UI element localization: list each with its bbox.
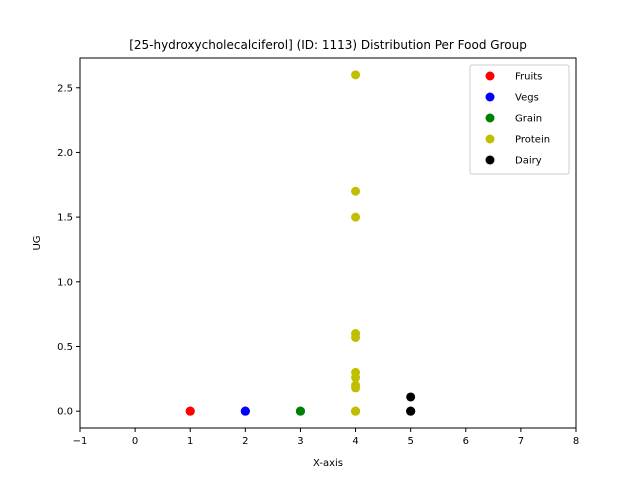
legend-marker-fruits [485,71,495,81]
chart-title: [25-hydroxycholecalciferol] (ID: 1113) D… [129,38,527,52]
legend-marker-vegs [485,92,495,102]
x-tick-label: 0 [132,436,138,447]
y-axis-ticks: 0.0 0.5 1.0 1.5 2.0 2.5 [57,83,80,418]
legend-label-dairy: Dairy [515,156,542,167]
point-protein [351,383,361,393]
point-protein [351,406,361,416]
legend-frame [469,64,570,175]
legend-label-fruits: Fruits [515,72,542,83]
point-dairy [406,392,416,402]
y-tick-label: 0.0 [57,407,73,418]
legend-label-grain: Grain [515,114,542,125]
x-tick-label: 5 [407,436,413,447]
x-tick-label: 1 [187,436,193,447]
x-tick-label: −1 [73,436,88,447]
data-points [185,70,416,416]
x-tick-label: 8 [573,436,579,447]
x-tick-label: 4 [352,436,358,447]
point-grain [295,406,305,416]
x-tick-label: 6 [463,436,469,447]
legend-marker-protein [485,134,495,144]
point-protein [351,70,361,80]
x-tick-label: 3 [297,436,303,447]
point-vegs [240,406,250,416]
plot-frame [79,57,577,429]
point-protein [351,186,361,196]
legend-marker-dairy [485,155,495,165]
point-protein [351,332,361,342]
x-tick-label: 2 [242,436,248,447]
x-tick-label: 7 [518,436,524,447]
y-tick-label: 1.5 [57,213,73,224]
y-tick-label: 2.5 [57,83,73,94]
legend-label-vegs: Vegs [515,93,539,104]
x-axis-label: X-axis [313,458,343,469]
legend-marker-grain [485,113,495,123]
point-protein [351,212,361,222]
y-tick-label: 1.0 [57,277,73,288]
y-tick-label: 2.0 [57,148,73,159]
legend: Fruits Vegs Grain Protein Dairy [469,64,570,175]
point-fruits [185,406,195,416]
point-protein [351,373,361,383]
point-dairy [406,406,416,416]
x-axis-ticks: −1 0 1 2 3 4 5 6 7 8 [73,428,579,447]
y-axis-label: UG [32,235,43,250]
y-tick-label: 0.5 [57,342,73,353]
legend-label-protein: Protein [515,135,550,146]
